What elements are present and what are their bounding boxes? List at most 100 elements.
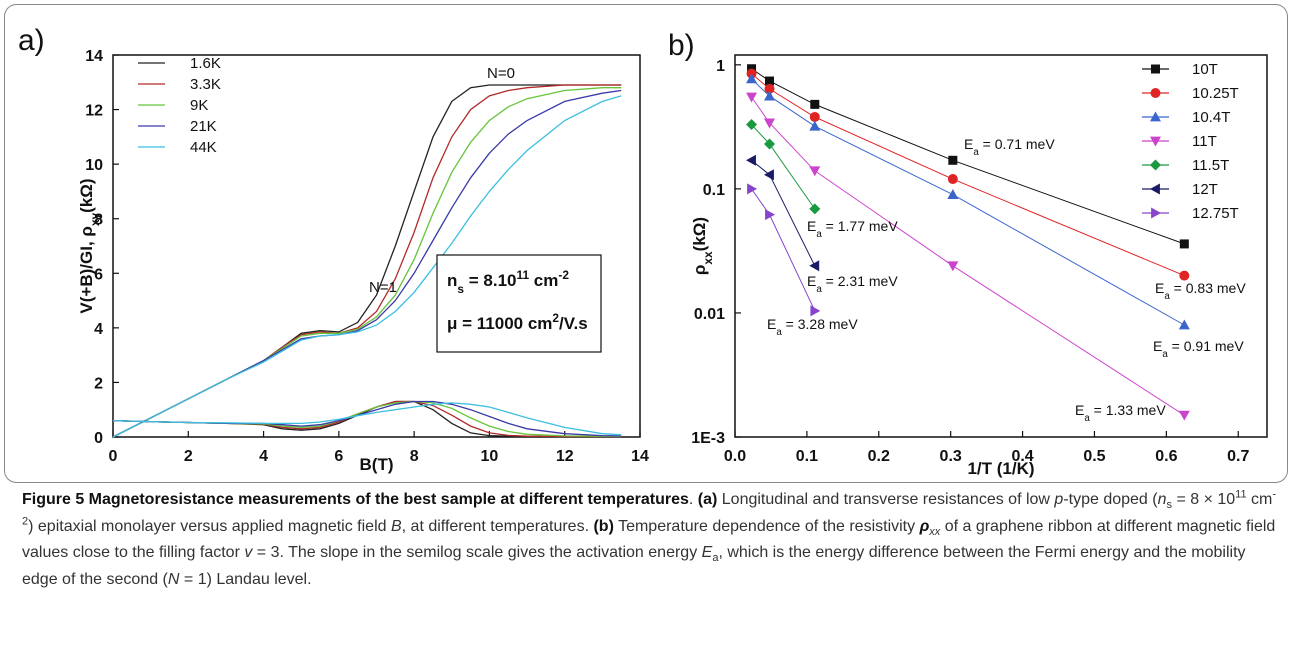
caption-run: xx: [929, 525, 941, 538]
text-run: = 3.28 meV: [782, 316, 859, 332]
marker: [764, 83, 775, 94]
caption-run: B: [390, 517, 402, 535]
marker: [1150, 136, 1161, 147]
annotation-box: [436, 254, 602, 353]
annotation: Ea = 0.71 meV: [964, 136, 1055, 158]
fit-line: [751, 159, 816, 267]
y-tick-label: 0: [94, 430, 103, 447]
caption-run: n: [1157, 491, 1167, 508]
text-run: V(+B)/GI, ρ: [77, 226, 96, 314]
text-run: E: [1075, 402, 1084, 418]
text-run: a: [776, 327, 782, 338]
text-run: N=1: [369, 279, 397, 296]
caption-run: , which is the energy difference between…: [22, 544, 1246, 588]
x-axis-label: 1/T (1/K): [967, 459, 1034, 478]
text-run: -2: [558, 268, 569, 282]
marker: [764, 118, 776, 129]
x-tick-label: 8: [410, 448, 419, 465]
text-run: E: [1153, 338, 1162, 354]
y-tick-label: 6: [94, 266, 103, 283]
marker: [1151, 64, 1160, 74]
text-run: 11: [516, 268, 529, 282]
caption-run: Longitudinal and transverse resistances …: [717, 491, 1055, 508]
caption-run: = 3. The slope in the semilog scale give…: [252, 544, 702, 561]
data-line: [112, 402, 622, 436]
marker: [765, 76, 775, 86]
marker: [765, 209, 776, 221]
legend-label: 10.4T: [1192, 109, 1230, 126]
panel-label: a): [18, 24, 45, 57]
annotation: Ea = 0.83 meV: [1155, 280, 1246, 302]
marker: [764, 169, 774, 181]
x-tick-label: 0.7: [1227, 448, 1249, 465]
caption-run: -2: [22, 488, 1277, 528]
x-tick-label: 0: [109, 448, 118, 465]
text-run: n: [447, 271, 457, 290]
text-run: E: [964, 136, 973, 152]
text-run: = 8.10: [464, 271, 516, 290]
marker: [1150, 111, 1161, 122]
marker: [809, 260, 820, 272]
text-run: a: [1164, 291, 1170, 302]
marker: [1151, 207, 1161, 219]
marker: [810, 305, 821, 317]
marker: [809, 111, 820, 122]
caption-run: = 1) Landau level.: [179, 570, 312, 588]
marker: [746, 154, 756, 166]
text-run: = 0.91 meV: [1168, 338, 1245, 354]
text-run: a: [973, 147, 979, 158]
legend-label: 21K: [190, 118, 217, 135]
marker: [809, 203, 821, 215]
y-tick-label: 0.1: [703, 182, 725, 199]
legend-label: 3.3K: [190, 76, 221, 93]
text-run: cm: [529, 271, 558, 290]
legend-label: 44K: [190, 139, 217, 156]
marker: [764, 138, 776, 150]
text-run: = 1.33 meV: [1090, 402, 1167, 418]
text-run: xy: [88, 212, 102, 226]
legend-label: 12.75T: [1192, 205, 1239, 222]
caption-run: = 8 × 10: [1172, 491, 1236, 508]
y-tick-label: 8: [94, 212, 103, 229]
x-tick-label: 14: [631, 448, 649, 465]
text-run: E: [807, 218, 816, 234]
x-axis-label: B(T): [360, 455, 394, 474]
text-run: = 0.83 meV: [1170, 280, 1247, 296]
caption-run: p: [1054, 491, 1064, 508]
x-tick-label: 2: [184, 448, 193, 465]
annotation: μ = 11000 cm2/V.s: [447, 311, 588, 333]
fit-line: [751, 188, 816, 312]
fit-line: [751, 68, 1185, 245]
text-run: E: [807, 273, 816, 289]
text-run: (kΩ): [77, 178, 96, 212]
legend-label: 9K: [190, 97, 208, 114]
caption-run: a: [712, 552, 719, 565]
marker: [1150, 183, 1160, 195]
x-tick-label: 0.4: [1011, 448, 1033, 465]
x-tick-label: 12: [556, 448, 574, 465]
caption-run: 11: [1235, 488, 1247, 501]
text-run: a: [1084, 413, 1090, 424]
text-run: ρ: [690, 265, 709, 276]
caption-run: v: [244, 544, 253, 561]
marker: [764, 90, 776, 101]
caption-run: Figure 5 Magnetoresistance measurements …: [22, 491, 689, 508]
x-tick-label: 0.3: [940, 448, 962, 465]
text-run: a: [816, 284, 822, 295]
marker: [947, 174, 958, 185]
marker: [1178, 319, 1190, 330]
text-run: = 0.71 meV: [979, 136, 1056, 152]
data-line: [112, 95, 622, 438]
caption-run: -type doped (: [1063, 491, 1158, 508]
caption-run: , at different temperatures.: [401, 517, 594, 535]
caption-run: (b): [593, 517, 614, 535]
y-tick-label: 0.01: [694, 306, 725, 323]
y-axis-label: V(+B)/GI, ρxy(kΩ): [77, 178, 102, 313]
annotation: Ea = 1.77 meV: [807, 218, 898, 240]
text-run: μ = 11000 cm: [447, 314, 552, 333]
annotation: Ea = 2.31 meV: [807, 273, 898, 295]
y-tick-label: 1: [716, 58, 725, 75]
caption-run: ρ: [919, 517, 930, 535]
